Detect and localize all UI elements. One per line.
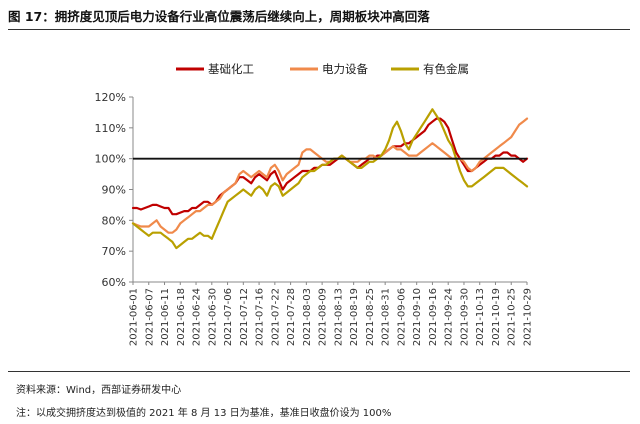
line-chart: 基础化工 电力设备 有色金属 60% 70% 80% 90% 100% 110% 120% 20… [95, 62, 534, 346]
y-tick-label: 120% [95, 91, 126, 104]
title-rule [8, 29, 630, 30]
figure-title: 图 17：拥挤度见顶后电力设备行业高位震荡后继续向上，周期板块冲高回落 [8, 9, 430, 24]
x-tick-label: 2021-07-22 [270, 288, 281, 346]
x-tick-label: 2021-10-19 [491, 288, 502, 346]
x-tick-label: 2021-10-25 [507, 288, 518, 346]
x-tick-label: 2021-07-12 [239, 288, 250, 346]
plot-area [131, 108, 529, 250]
series-line-2 [131, 117, 529, 234]
footer-rule [8, 371, 630, 372]
footnote: 注：以成交拥挤度达到极值的 2021 年 8 月 13 日为基准，基准日收盘价设… [16, 408, 392, 419]
x-tick-label: 2021-09-24 [444, 288, 455, 346]
legend-label: 有色金属 [423, 62, 469, 76]
x-tick-label: 2021-07-16 [255, 288, 266, 346]
x-tick-label: 2021-06-11 [160, 288, 171, 346]
x-tick-label: 2021-08-13 [333, 288, 344, 346]
x-tick-label: 2021-09-16 [428, 288, 439, 346]
source-note: 资料来源：Wind，西部证券研发中心 [16, 385, 182, 396]
y-tick-label: 60% [102, 276, 126, 289]
x-tick-label: 2021-09-10 [412, 288, 423, 346]
x-tick-label: 2021-06-01 [129, 288, 140, 346]
legend: 基础化工 电力设备 有色金属 [176, 62, 469, 76]
x-tick-label: 2021-06-18 [176, 288, 187, 346]
x-tick-label: 2021-08-19 [349, 288, 360, 346]
legend-label: 电力设备 [322, 62, 368, 76]
legend-label: 基础化工 [208, 62, 254, 76]
y-tick-label: 100% [95, 153, 126, 166]
x-tick-label: 2021-08-31 [381, 288, 392, 346]
x-tick-label: 2021-08-03 [302, 288, 313, 346]
x-tick-label: 2021-09-30 [459, 288, 470, 346]
series-line-3 [131, 108, 529, 250]
y-tick-label: 80% [102, 214, 126, 227]
x-axis: 2021-06-01 2021-06-07 2021-06-11 2021-06-18… [129, 281, 534, 346]
y-tick-label: 110% [95, 122, 126, 135]
x-tick-label: 2021-07-28 [286, 288, 297, 346]
x-tick-label: 2021-08-25 [365, 288, 376, 346]
y-tick-label: 90% [102, 184, 126, 197]
x-tick-label: 2021-10-29 [523, 288, 534, 346]
y-tick-label: 70% [102, 245, 126, 258]
x-tick-label: 2021-06-24 [192, 288, 203, 346]
y-axis: 60% 70% 80% 90% 100% 110% 120% [95, 91, 134, 289]
x-tick-label: 2021-10-13 [475, 288, 486, 346]
x-tick-label: 2021-07-06 [223, 288, 234, 346]
x-tick-label: 2021-08-09 [318, 288, 329, 346]
x-tick-label: 2021-09-06 [396, 288, 407, 346]
x-tick-label: 2021-06-30 [207, 288, 218, 346]
x-tick-label: 2021-06-07 [144, 288, 155, 346]
